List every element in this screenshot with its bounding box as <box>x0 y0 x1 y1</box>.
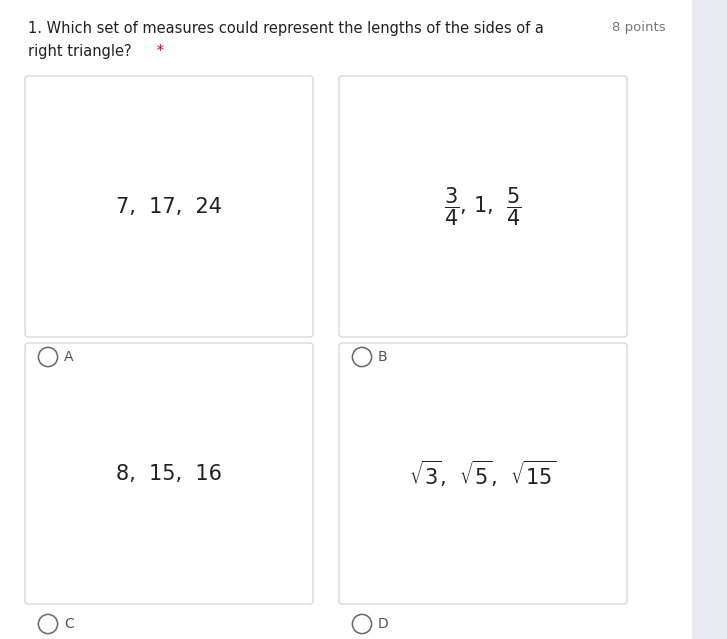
Text: C: C <box>64 617 73 631</box>
Text: B: B <box>378 350 387 364</box>
Text: D: D <box>378 617 389 631</box>
Text: $\sqrt{3}$,  $\sqrt{5}$,  $\sqrt{15}$: $\sqrt{3}$, $\sqrt{5}$, $\sqrt{15}$ <box>409 459 557 489</box>
Circle shape <box>353 348 371 367</box>
FancyBboxPatch shape <box>25 343 313 604</box>
Text: right triangle?: right triangle? <box>28 44 132 59</box>
FancyBboxPatch shape <box>0 0 692 639</box>
Text: 1. Which set of measures could represent the lengths of the sides of a: 1. Which set of measures could represent… <box>28 21 544 36</box>
Text: 8,  15,  16: 8, 15, 16 <box>116 464 222 484</box>
Text: $\dfrac{3}{4}$, 1,  $\dfrac{5}{4}$: $\dfrac{3}{4}$, 1, $\dfrac{5}{4}$ <box>444 186 522 228</box>
Circle shape <box>353 615 371 634</box>
Circle shape <box>39 348 57 367</box>
Circle shape <box>39 615 57 634</box>
Text: A: A <box>64 350 73 364</box>
FancyBboxPatch shape <box>25 76 313 337</box>
FancyBboxPatch shape <box>339 343 627 604</box>
FancyBboxPatch shape <box>339 76 627 337</box>
Text: 8 points: 8 points <box>612 21 666 34</box>
Text: *: * <box>153 44 164 59</box>
Text: 7,  17,  24: 7, 17, 24 <box>116 197 222 217</box>
